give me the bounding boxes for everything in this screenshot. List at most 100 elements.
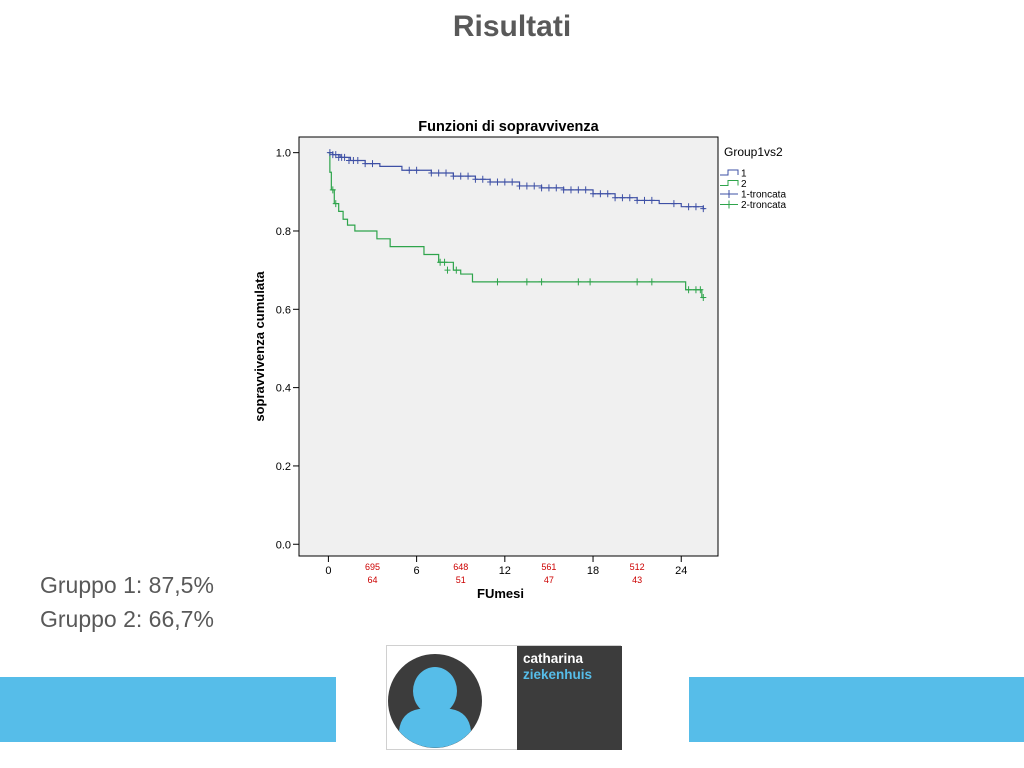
- legend-swatch-2: [720, 180, 739, 186]
- x-tick-label: 24: [675, 565, 687, 577]
- y-tick-label: 0.8: [276, 226, 291, 238]
- censor-mark-1-troncata: [501, 178, 508, 186]
- group1-summary: Gruppo 1: 87,5%: [40, 572, 214, 598]
- risk-count-group1: 512: [630, 562, 645, 572]
- risk-count-group2: 47: [544, 575, 554, 585]
- censor-mark-1-troncata: [435, 169, 442, 177]
- x-axis-label: FUmesi: [477, 586, 524, 601]
- censor-mark-2-troncata: [453, 266, 460, 274]
- catharina-logo: catharina ziekenhuis: [386, 645, 622, 750]
- censor-mark-1-troncata: [509, 178, 516, 186]
- x-tick-label: 0: [325, 565, 331, 577]
- footer-band-right: [689, 677, 1024, 742]
- legend-swatch-1-troncata: [720, 190, 738, 198]
- y-tick-label: 1.0: [276, 148, 291, 160]
- censor-mark-1-troncata: [472, 175, 479, 183]
- legend-swatch-2-troncata: [720, 200, 738, 209]
- censor-mark-1-troncata: [648, 196, 655, 204]
- chart-title: Funzioni di sopravvivenza: [418, 119, 599, 135]
- survival-curve-group2: [328, 152, 705, 299]
- censor-mark-1-troncata: [428, 169, 435, 177]
- x-tick-label: 12: [499, 565, 511, 577]
- censor-mark-2-troncata: [329, 186, 336, 194]
- censor-mark-1-troncata: [479, 175, 486, 183]
- censor-mark-2-troncata: [697, 286, 704, 294]
- censor-mark-1-troncata: [362, 160, 369, 168]
- censor-mark-1-troncata: [692, 203, 699, 211]
- legend-label: 1-troncata: [741, 190, 786, 201]
- risk-count-group1: 695: [365, 562, 380, 572]
- censor-mark-2-troncata: [575, 278, 582, 286]
- censor-mark-1-troncata: [487, 178, 494, 186]
- censor-mark-1-troncata: [457, 172, 464, 180]
- censor-mark-1-troncata: [553, 184, 560, 192]
- censor-mark-1-troncata: [413, 166, 420, 174]
- censor-mark-1-troncata: [670, 200, 677, 208]
- censor-mark-2-troncata: [332, 200, 339, 208]
- censor-mark-1-troncata: [443, 169, 450, 177]
- censor-mark-1-troncata: [641, 196, 648, 204]
- x-tick-label: 18: [587, 565, 599, 577]
- censor-mark-1-troncata: [545, 184, 552, 192]
- y-tick-label: 0.6: [276, 304, 291, 316]
- group2-summary: Gruppo 2: 66,7%: [40, 606, 214, 632]
- censor-mark-1-troncata: [590, 190, 597, 198]
- censor-mark-1-troncata: [450, 172, 457, 180]
- censor-mark-1-troncata: [575, 186, 582, 194]
- censor-mark-1-troncata: [700, 205, 707, 213]
- censor-mark-1-troncata: [406, 166, 413, 174]
- risk-count-group1: 648: [453, 562, 468, 572]
- censor-mark-2-troncata: [523, 278, 530, 286]
- y-axis-label: sopravvivenza cumulata: [252, 271, 267, 422]
- risk-count-group2: 43: [632, 575, 642, 585]
- censor-mark-1-troncata: [523, 182, 530, 190]
- group-summary: Gruppo 1: 87,5% Gruppo 2: 66,7%: [40, 568, 214, 636]
- censor-mark-1-troncata: [582, 186, 589, 194]
- censor-mark-2-troncata: [538, 278, 545, 286]
- censor-mark-1-troncata: [538, 184, 545, 192]
- censor-mark-1-troncata: [626, 194, 633, 202]
- risk-count-group1: 561: [541, 562, 556, 572]
- censor-mark-1-troncata: [516, 182, 523, 190]
- censor-mark-1-troncata: [465, 172, 472, 180]
- logo-text-block: catharina ziekenhuis: [517, 646, 622, 750]
- legend-swatch-1: [720, 169, 739, 176]
- censor-mark-1-troncata: [619, 194, 626, 202]
- censor-mark-2-troncata: [648, 278, 655, 286]
- logo-line-2: ziekenhuis: [523, 667, 593, 682]
- censor-mark-1-troncata: [634, 196, 641, 204]
- y-tick-label: 0.0: [276, 539, 291, 551]
- censor-mark-2-troncata: [441, 258, 448, 266]
- x-tick-label: 6: [414, 565, 420, 577]
- logo-line-1: catharina: [523, 651, 584, 666]
- censor-mark-1-troncata: [685, 203, 692, 211]
- censor-mark-1-troncata: [560, 186, 567, 194]
- censor-mark-1-troncata: [354, 156, 361, 164]
- censor-mark-1-troncata: [494, 178, 501, 186]
- legend-label: 2: [741, 179, 747, 190]
- logo-person-icon: [388, 654, 482, 748]
- censor-mark-1-troncata: [612, 194, 619, 202]
- censor-mark-2-troncata: [444, 266, 451, 274]
- legend-label: 1: [741, 169, 747, 180]
- censor-mark-1-troncata: [341, 153, 348, 161]
- censor-mark-2-troncata: [494, 278, 501, 286]
- plot-area: [298, 136, 719, 557]
- censor-mark-1-troncata: [567, 186, 574, 194]
- censor-mark-1-troncata: [604, 190, 611, 198]
- censor-mark-1-troncata: [369, 160, 376, 168]
- censor-mark-2-troncata: [685, 286, 692, 294]
- legend-label: 2-troncata: [741, 200, 786, 211]
- slide-title: Risultati: [452, 10, 572, 43]
- y-tick-label: 0.2: [276, 461, 291, 473]
- risk-count-group2: 64: [368, 575, 378, 585]
- censor-mark-2-troncata: [700, 294, 707, 302]
- y-tick-label: 0.4: [276, 383, 291, 395]
- censor-mark-2-troncata: [634, 278, 641, 286]
- survival-chart: Funzioni di sopravvivenza 0.0 0.2 0.4 0.6 0.8…: [252, 119, 786, 601]
- censor-mark-1-troncata: [597, 190, 604, 198]
- censor-mark-1-troncata: [531, 182, 538, 190]
- censor-mark-2-troncata: [587, 278, 594, 286]
- footer-band-left: [0, 677, 336, 742]
- risk-count-group2: 51: [456, 575, 466, 585]
